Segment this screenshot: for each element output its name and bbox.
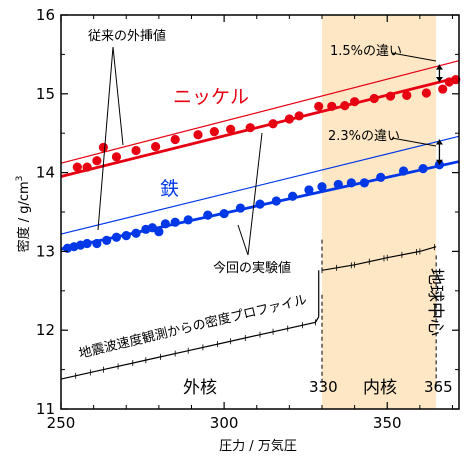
x-tick-label: 250 <box>47 414 76 432</box>
data-point-1 <box>288 191 298 201</box>
data-point-0 <box>438 84 448 94</box>
prem-segment-0 <box>60 316 320 380</box>
data-point-0 <box>193 130 203 140</box>
boundary-365-label: 365 <box>424 378 453 396</box>
data-point-0 <box>340 101 350 111</box>
inner-core-label: 内核 <box>363 378 397 398</box>
iron-difference-pointer <box>391 137 437 147</box>
data-point-1 <box>203 210 213 220</box>
data-point-1 <box>304 185 314 195</box>
data-point-1 <box>271 196 281 206</box>
data-point-0 <box>111 152 122 162</box>
data-point-0 <box>151 141 161 152</box>
iron-difference-arrow-head-down <box>435 159 443 165</box>
outer-core-label: 外核 <box>183 378 217 398</box>
data-point-1 <box>131 228 141 238</box>
data-point-0 <box>350 97 360 107</box>
earth-center-label: 地球中心 <box>425 268 445 336</box>
x-tick-label: 300 <box>210 414 239 432</box>
iron-label: 鉄 <box>160 178 179 200</box>
data-point-0 <box>421 88 431 98</box>
data-point-0 <box>385 91 396 101</box>
data-point-0 <box>209 127 219 137</box>
y-tick-label: 14 <box>36 164 55 182</box>
this-experiment-pointer-iron <box>237 224 249 256</box>
data-point-1 <box>333 179 343 190</box>
data-point-1 <box>121 231 131 241</box>
x-tick-label: 350 <box>373 414 402 432</box>
data-point-1 <box>418 164 428 174</box>
inner-core-shading <box>321 15 437 409</box>
data-point-1 <box>398 166 409 176</box>
y-tick-label: 16 <box>36 6 55 24</box>
iron-difference-arrow-head-up <box>435 139 443 145</box>
y-tick-label: 13 <box>36 242 55 260</box>
extrapolation-line-0 <box>60 60 460 164</box>
previous-extrapolation-pointer-iron <box>97 46 114 231</box>
data-point-1 <box>219 208 229 219</box>
data-point-0 <box>92 156 102 166</box>
data-point-0 <box>268 119 278 129</box>
boundary-330-label: 330 <box>309 378 338 396</box>
data-point-0 <box>314 101 324 112</box>
this-experiment-label: 今回の実験値 <box>213 260 291 276</box>
data-point-1 <box>359 178 369 188</box>
y-tick-label: 11 <box>36 400 55 418</box>
data-point-1 <box>92 238 102 249</box>
prem-profile-label: 地震波速度観測からの密度プロファイル <box>77 292 308 362</box>
data-point-1 <box>160 219 170 229</box>
data-point-1 <box>154 227 164 237</box>
iron-difference-label: 2.3%の違い <box>328 129 400 144</box>
data-point-0 <box>402 90 412 100</box>
previous-extrapolation-label: 従来の外挿値 <box>88 28 166 44</box>
data-point-0 <box>327 101 337 112</box>
data-point-0 <box>294 111 304 121</box>
nickel-difference-arrow-head-down <box>435 76 443 82</box>
data-point-0 <box>226 124 236 134</box>
data-point-1 <box>170 217 180 227</box>
y-axis-title: 密度 / g/cm3 <box>15 176 32 253</box>
data-point-0 <box>284 114 294 124</box>
data-point-1 <box>235 203 246 213</box>
nickel-difference-arrow-head-up <box>435 64 443 70</box>
nickel-difference-label: 1.5%の違い <box>330 44 402 59</box>
data-point-1 <box>183 215 193 225</box>
data-point-0 <box>369 93 379 104</box>
data-point-1 <box>376 172 386 182</box>
y-tick-label: 15 <box>36 85 55 103</box>
data-point-1 <box>102 235 112 245</box>
data-point-0 <box>245 123 255 133</box>
previous-extrapolation-pointer-nickel <box>112 46 124 146</box>
extrapolation-line-1 <box>60 135 460 235</box>
data-point-1 <box>82 238 92 249</box>
this-experiment-pointer-nickel <box>247 132 263 256</box>
data-point-0 <box>72 162 82 172</box>
data-point-1 <box>111 232 122 242</box>
nickel-difference-pointer <box>391 52 437 62</box>
x-axis-title: 圧力 / 万気圧 <box>219 438 297 454</box>
data-point-1 <box>255 199 265 209</box>
data-point-0 <box>82 162 92 172</box>
data-point-1 <box>317 182 327 192</box>
y-tick-label: 12 <box>36 321 55 339</box>
nickel-label: ニッケル <box>173 86 249 108</box>
data-point-0 <box>98 142 109 152</box>
data-point-1 <box>346 178 356 188</box>
data-point-0 <box>131 145 141 156</box>
data-point-0 <box>170 134 180 145</box>
data-point-0 <box>451 75 461 85</box>
